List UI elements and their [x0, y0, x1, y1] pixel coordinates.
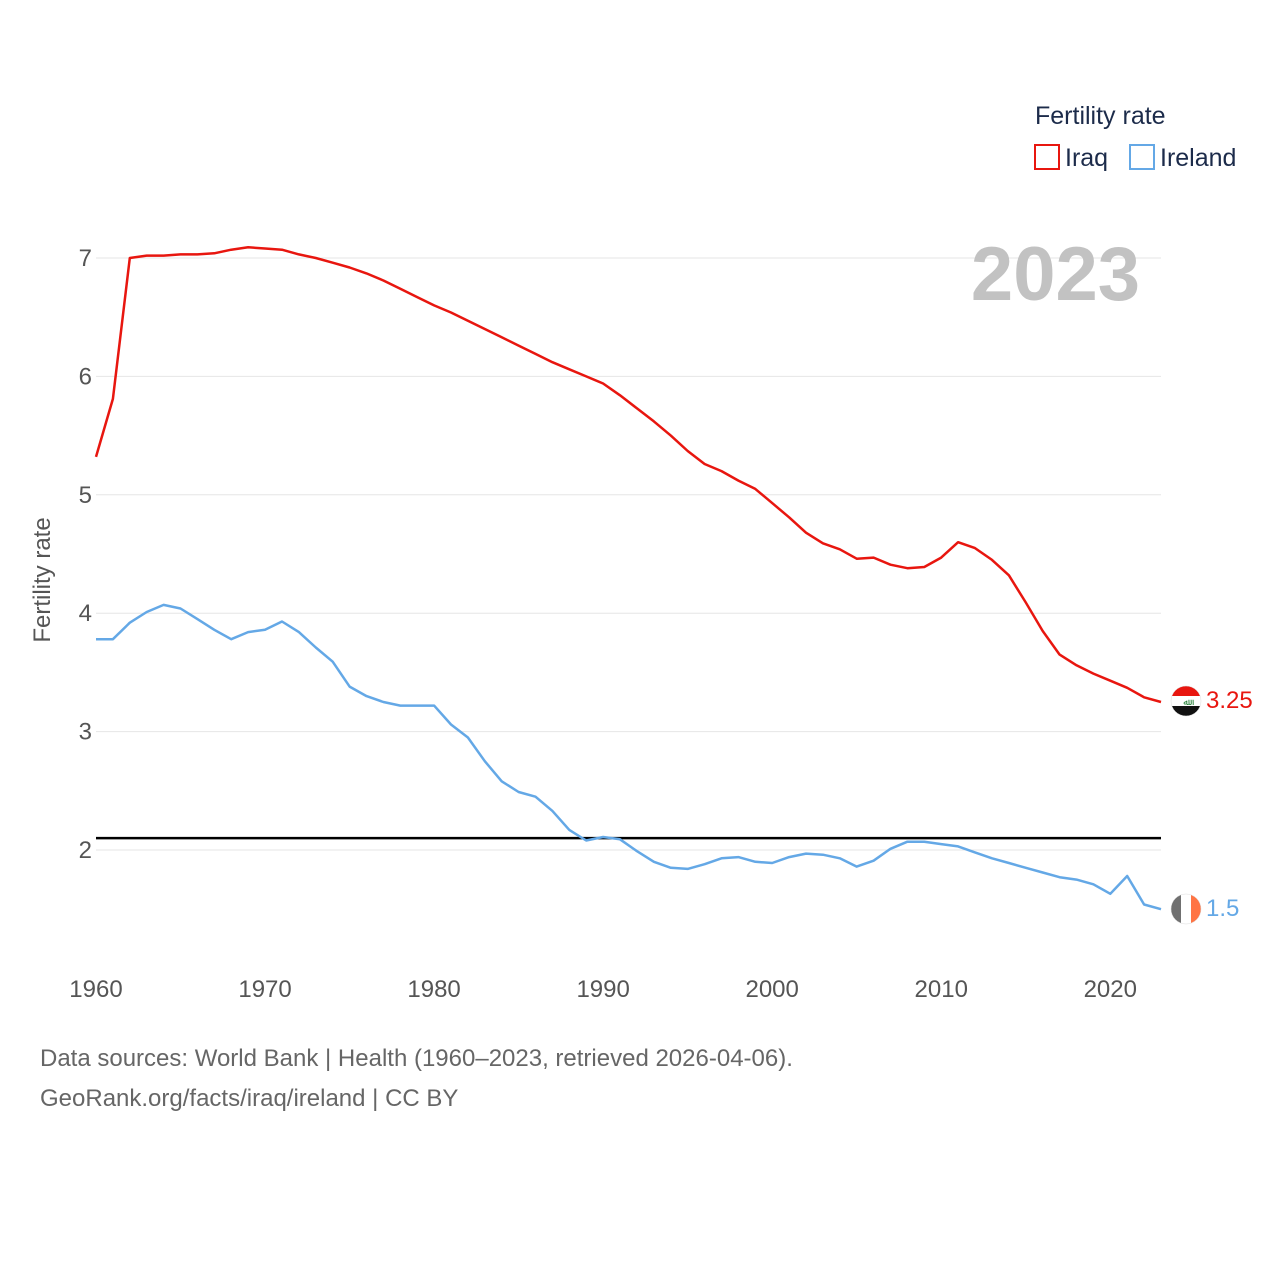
credit-link[interactable]: GeoRank.org/facts/iraq/ireland | CC BY	[40, 1085, 459, 1112]
y-tick-label: 7	[79, 245, 92, 272]
series-lines	[94, 246, 1162, 911]
current-year-label: 2023	[971, 232, 1140, 317]
x-tick-label: 2010	[915, 976, 968, 1003]
series-line-iraq	[94, 246, 1162, 704]
iraq-end-value: 3.25	[1206, 687, 1253, 714]
iraq-flag-icon: ﷲ	[1171, 686, 1201, 716]
x-tick-label: 2020	[1084, 976, 1137, 1003]
y-tick-label: 6	[79, 363, 92, 390]
gridlines	[96, 257, 1161, 851]
y-tick-label: 4	[79, 600, 92, 627]
data-sources-note: Data sources: World Bank | Health (1960–…	[40, 1045, 793, 1072]
x-tick-label: 1970	[238, 976, 291, 1003]
ireland-end-value: 1.5	[1206, 895, 1239, 922]
legend-title: Fertility rate	[1035, 102, 1166, 130]
x-tick-label: 1980	[407, 976, 460, 1003]
y-axis-title: Fertility rate	[29, 517, 56, 642]
x-axis-ticks: 1960 1970 1980 1990 2000 2010 2020	[69, 976, 1137, 1003]
x-tick-label: 2000	[745, 976, 798, 1003]
ireland-flag-icon	[1171, 894, 1201, 924]
y-tick-label: 2	[79, 837, 92, 864]
x-tick-label: 1960	[69, 976, 122, 1003]
y-axis-ticks: 2 3 4 5 6 7	[79, 245, 92, 864]
legend-label-ireland: Ireland	[1160, 144, 1236, 172]
legend-swatch-iraq	[1034, 144, 1060, 170]
legend-swatch-ireland	[1129, 144, 1155, 170]
legend: Fertility rate Iraq Ireland	[1034, 102, 1236, 172]
x-tick-label: 1990	[576, 976, 629, 1003]
legend-label-iraq: Iraq	[1065, 144, 1108, 172]
y-tick-label: 3	[79, 719, 92, 746]
y-tick-label: 5	[79, 482, 92, 509]
series-line-ireland	[96, 603, 1162, 911]
